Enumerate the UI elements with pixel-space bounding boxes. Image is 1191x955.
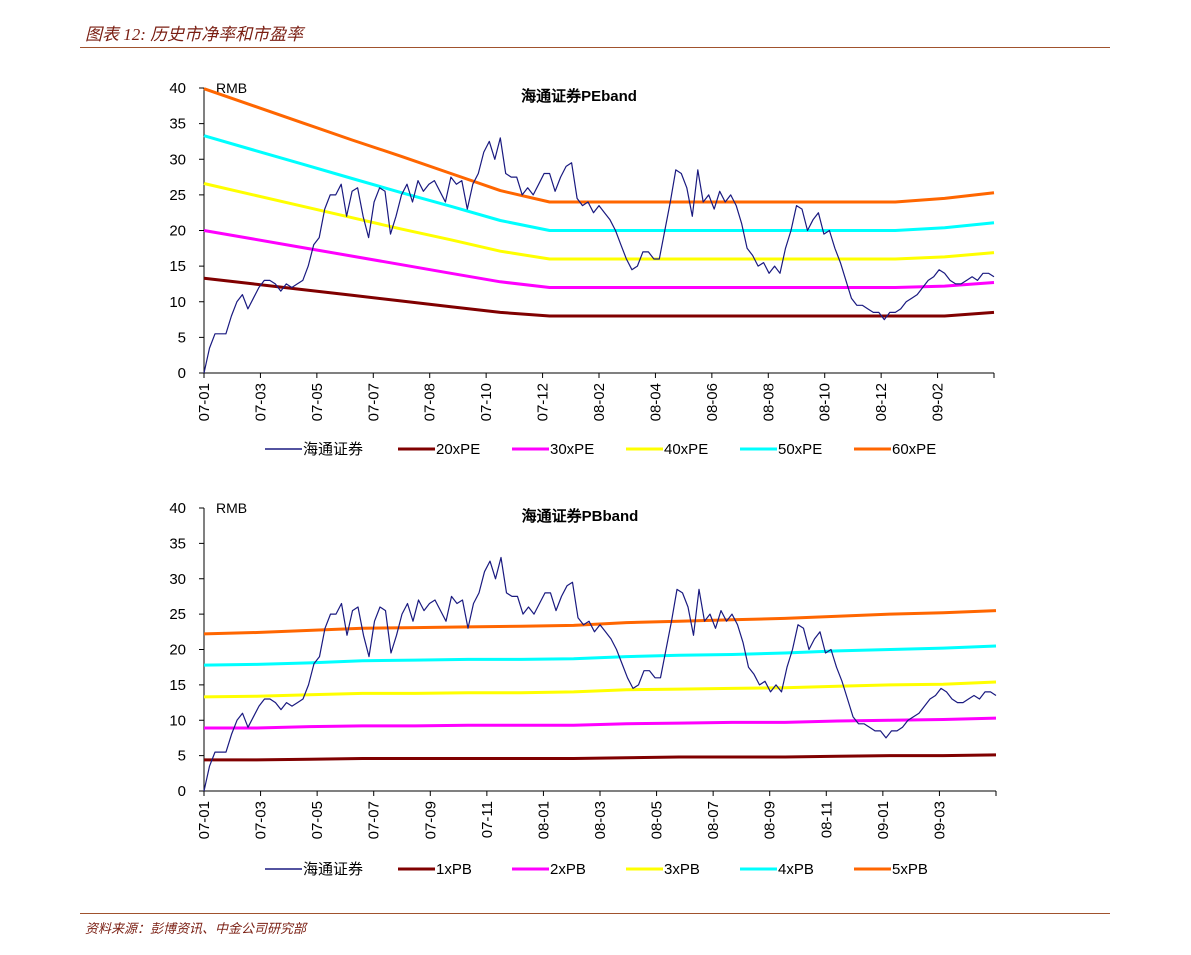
series-line-4xpb [203,644,997,667]
legend-label: 60xPE [892,441,936,458]
x-tick-label: 07-01 [196,383,213,421]
series-line-30xpe [203,229,995,289]
x-tick-label: 08-07 [705,801,722,839]
series-line-60xpe [203,87,995,204]
figure-title: 图表 12: 历史市净率和市盈率 [85,25,304,44]
y-tick-label: 30 [169,571,186,588]
x-tick-label: 07-11 [479,801,496,838]
y-tick-label: 25 [169,187,186,204]
legend-label: 20xPE [436,441,480,458]
series-line-20xpe [203,276,995,318]
series-line-1xpb [204,753,997,762]
x-tick-label: 08-05 [649,801,666,839]
y-tick-label: 35 [169,116,186,133]
y-axis-label: RMB [216,80,247,96]
y-tick-label: 5 [178,329,186,346]
series-line-50xpe [203,134,995,232]
series-line-40xpe [203,182,995,261]
title-divider [80,47,1110,48]
x-tick-label: 08-02 [591,383,608,421]
x-tick-label: 07-07 [366,801,383,839]
y-tick-label: 10 [169,294,186,311]
series-line- [203,556,997,792]
x-tick-label: 07-12 [535,383,552,421]
x-tick-label: 08-04 [647,383,664,421]
x-tick-label: 07-03 [252,383,269,421]
x-tick-label: 09-01 [875,801,892,839]
legend-label: 海通证券 [303,861,363,878]
x-tick-label: 08-11 [818,801,835,838]
x-tick-label: 07-08 [422,383,439,421]
y-tick-label: 40 [169,500,186,517]
x-tick-label: 08-03 [592,801,609,839]
x-tick-label: 08-10 [817,383,834,421]
y-tick-label: 0 [178,365,186,382]
y-tick-label: 0 [178,783,186,800]
source-note: 资料来源：彭博资讯、中金公司研究部 [85,921,307,936]
x-tick-label: 07-05 [309,801,326,839]
x-tick-label: 09-02 [930,383,947,421]
legend-label: 海通证券 [303,441,363,458]
x-tick-label: 08-06 [704,383,721,421]
y-tick-label: 20 [169,642,186,659]
y-tick-label: 30 [169,151,186,168]
x-tick-label: 07-10 [478,383,495,421]
x-tick-label: 07-07 [365,383,382,421]
series-line-5xpb [203,609,997,636]
x-tick-label: 07-05 [309,383,326,421]
series-line-3xpb [203,680,997,699]
legend-label: 2xPB [550,861,586,878]
y-tick-label: 40 [169,80,186,97]
y-tick-label: 5 [178,748,186,765]
chart-title: 海通证券PEband [521,87,637,105]
legend-label: 40xPE [664,441,708,458]
y-tick-label: 20 [169,223,186,240]
x-tick-label: 08-01 [535,801,552,839]
pb-band-chart: 0 5 10 15 20 25 30 35 40 RMB 07-01 07-03 07-05 07-07 0… [169,500,997,878]
legend-label: 5xPB [892,861,928,878]
x-tick-label: 07-03 [253,801,270,839]
y-tick-label: 15 [169,258,186,275]
legend-label: 1xPB [436,861,472,878]
x-tick-label: 09-03 [931,801,948,839]
x-tick-label: 08-08 [760,383,777,421]
legend-label: 50xPE [778,441,822,458]
series-line-2xpb [204,716,997,730]
y-tick-label: 15 [169,677,186,694]
x-tick-label: 08-12 [873,383,890,421]
y-axis-label: RMB [216,500,247,516]
pe-band-chart: 0 5 10 15 20 25 30 35 40 RMB 07-01 07-03 07-05 07-07 0… [169,80,995,458]
source-divider [80,913,1110,914]
y-tick-label: 10 [169,712,186,729]
chart-title: 海通证券PBband [522,507,639,525]
x-tick-label: 07-01 [196,801,213,839]
x-tick-label: 07-09 [422,801,439,839]
legend-label: 3xPB [664,861,700,878]
series-line- [203,137,995,374]
x-tick-label: 08-09 [762,801,779,839]
legend-label: 30xPE [550,441,594,458]
y-tick-label: 25 [169,606,186,623]
legend-label: 4xPB [778,861,814,878]
y-tick-label: 35 [169,535,186,552]
